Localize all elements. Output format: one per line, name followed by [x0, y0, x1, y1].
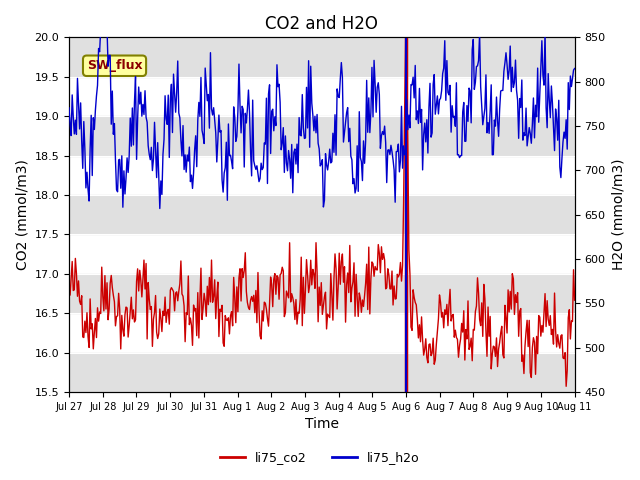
Bar — [69, 37, 575, 77]
Legend: li75_co2, li75_h2o: li75_co2, li75_h2o — [215, 446, 425, 469]
Bar — [69, 195, 575, 234]
X-axis label: Time: Time — [305, 418, 339, 432]
Bar — [69, 353, 575, 392]
Bar — [69, 274, 575, 313]
Y-axis label: CO2 (mmol/m3): CO2 (mmol/m3) — [15, 159, 29, 270]
Bar — [69, 116, 575, 156]
Text: SW_flux: SW_flux — [87, 59, 142, 72]
Title: CO2 and H2O: CO2 and H2O — [266, 15, 378, 33]
Y-axis label: H2O (mmol/m3): H2O (mmol/m3) — [611, 159, 625, 270]
